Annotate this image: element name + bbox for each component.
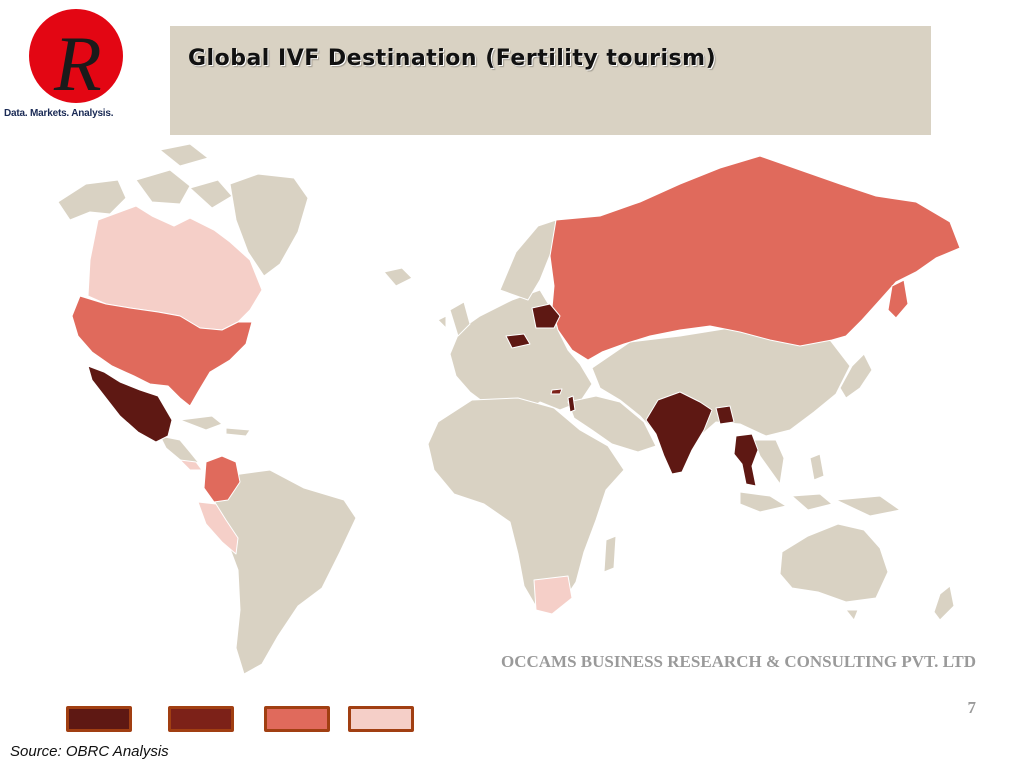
australia — [779, 523, 889, 603]
legend-swatch-light-pink — [348, 706, 414, 732]
middle-east — [567, 395, 657, 453]
bangladesh — [715, 405, 735, 425]
madagascar — [603, 535, 617, 573]
southeast-asia — [753, 439, 785, 485]
british-isles — [437, 301, 471, 337]
logo-tagline: Data. Markets. Analysis. — [4, 108, 114, 119]
mexico — [87, 365, 173, 443]
scandinavia — [499, 219, 557, 301]
israel — [567, 395, 576, 413]
japan — [839, 353, 873, 399]
cyprus — [550, 388, 563, 395]
map-tier-darkest — [87, 303, 759, 487]
title-banner: Global IVF Destination (Fertility touris… — [170, 26, 931, 135]
czech-republic — [505, 333, 531, 349]
alaska — [57, 179, 127, 221]
panama — [179, 459, 203, 471]
poland — [531, 303, 561, 329]
thailand — [733, 433, 759, 487]
india — [645, 391, 713, 475]
legend-swatch-darkest — [66, 706, 132, 732]
map-tier-medium-red — [71, 155, 961, 503]
peru — [197, 501, 239, 555]
slide-title: Global IVF Destination (Fertility touris… — [188, 46, 717, 71]
united-states — [71, 295, 253, 407]
legend-swatch-dark-red — [168, 706, 234, 732]
greenland — [229, 173, 309, 277]
page-number: 7 — [967, 698, 977, 717]
colombia — [203, 455, 241, 503]
tasmania — [845, 609, 859, 621]
map-tier-dark-red — [550, 388, 563, 395]
source-note: Source: OBRC Analysis — [10, 743, 169, 760]
russia — [549, 155, 961, 361]
kamchatka — [887, 279, 909, 319]
map-tier-light-pink — [87, 205, 573, 615]
south-america — [213, 469, 357, 675]
company-logo: R — [4, 4, 144, 124]
iceland — [383, 267, 413, 287]
arctic-islands — [135, 143, 233, 209]
south-africa — [533, 575, 573, 615]
caribbean — [179, 415, 251, 437]
logo-emblem: R — [29, 9, 123, 107]
indonesia — [739, 453, 901, 517]
map-base-landmass — [57, 143, 955, 675]
new-zealand — [933, 585, 955, 621]
company-name: OCCAMS BUSINESS RESEARCH & CONSULTING PV… — [500, 652, 976, 671]
logo-letter: R — [53, 20, 102, 107]
world-map — [57, 143, 961, 675]
logo-circle — [29, 9, 123, 103]
legend-swatch-medium-red — [264, 706, 330, 732]
africa — [427, 397, 625, 611]
